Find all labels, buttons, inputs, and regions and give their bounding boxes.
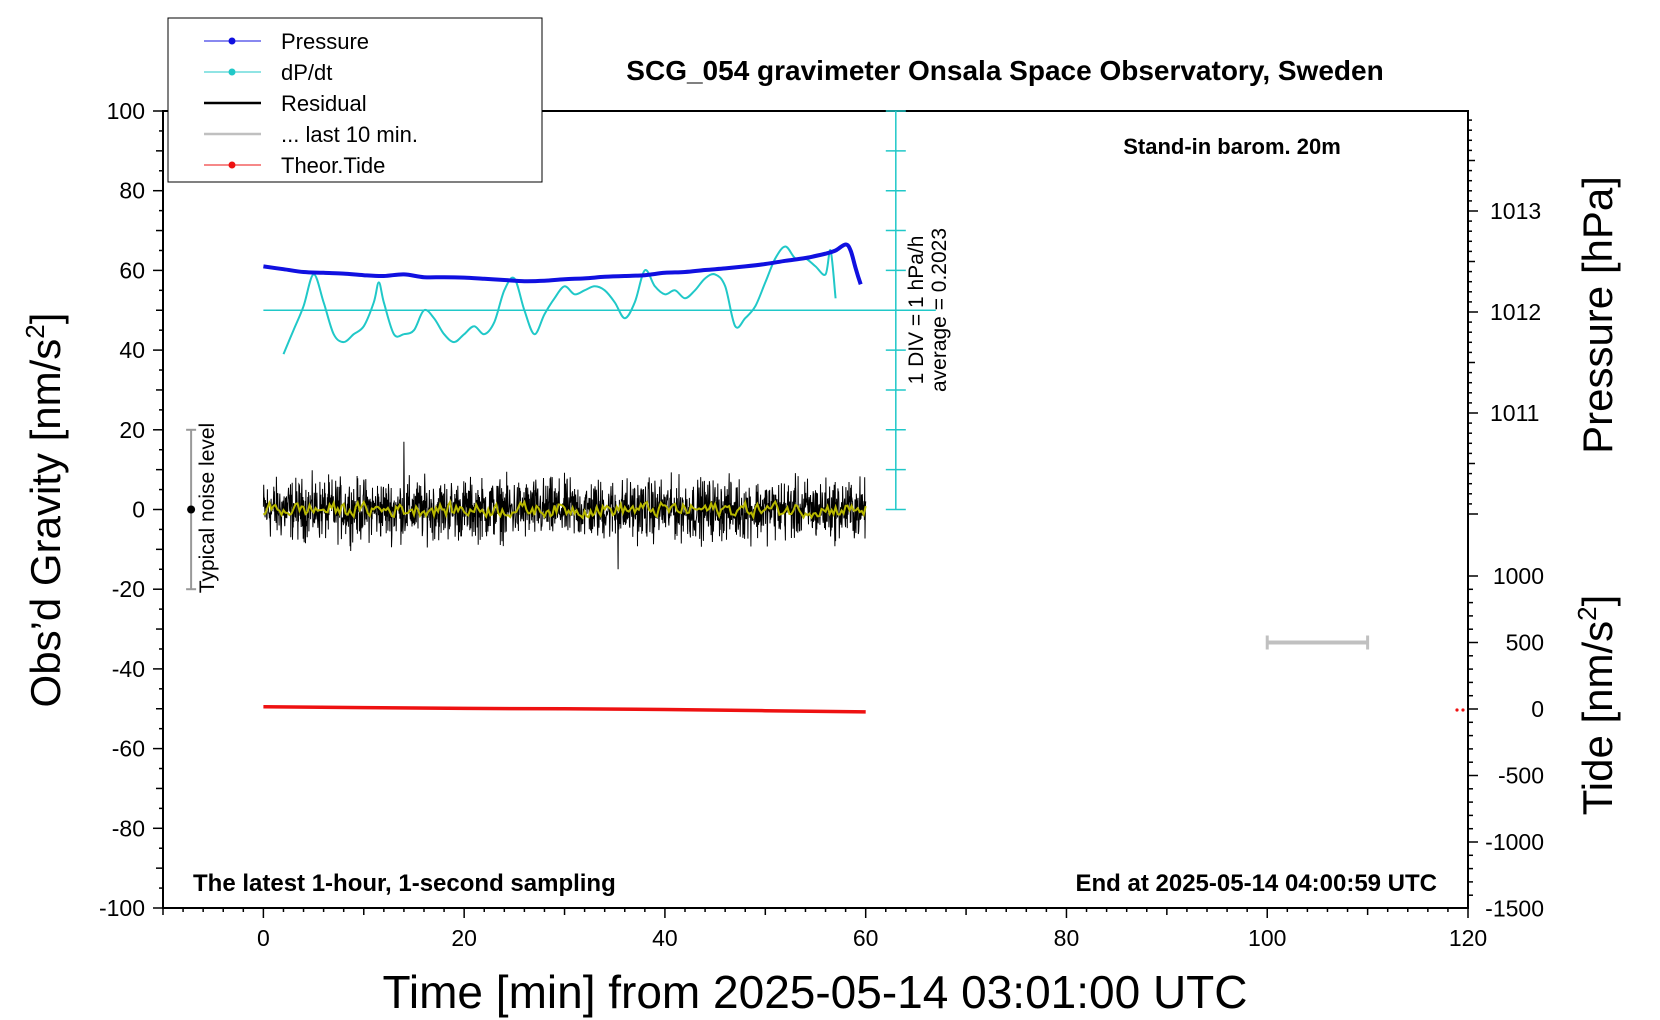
x-tick-label: 120 [1449,925,1487,951]
legend-box [167,17,543,183]
y-left-label-sup: 2 [20,324,50,338]
theor-tide-line [263,705,866,714]
x-tick-label: 100 [1248,925,1286,951]
y-left-tick-label: 0 [132,497,145,523]
x-tick-label: 60 [853,925,879,951]
theor-tide-series [263,705,866,714]
noise-level-bar [186,428,197,591]
noise-bar-center [187,505,196,514]
div-label: 1 DIV = 1 hPa/h [905,236,928,385]
tide-end-marker [1455,708,1465,712]
tide-tick-label: 0 [1531,696,1544,722]
legend-swatch-dot [228,68,236,76]
y-axis-left: 100 80 60 40 20 0 -20 -40 -60 -80 -100 [99,98,163,921]
y-right-label-end: ] [1574,595,1621,607]
tide-dot [1455,708,1459,712]
noise-label: Typical noise level [196,423,219,593]
dpdt-line [282,245,837,355]
y-left-tick-label: 40 [119,337,145,363]
dpdt-series [282,245,837,355]
x-tick-label: 80 [1054,925,1080,951]
x-axis: 0 20 40 60 80 100 120 [162,908,1487,951]
legend-label: dP/dt [281,60,332,85]
x-tick-label: 40 [652,925,678,951]
average-label: average = 0.2023 [928,228,951,392]
y-axis-right: 1013 1012 1011 1000 500 0 -500 -1000 -1500 [1468,119,1544,922]
legend-label: ... last 10 min. [281,122,418,147]
residual-smoothed-line [262,498,867,521]
y-left-tick-label: 100 [107,98,145,124]
y-left-tick-label: 60 [119,257,145,283]
y-left-tick-label: -80 [112,815,145,841]
legend-label: Theor.Tide [281,153,385,178]
pressure-tick-label: 1013 [1490,198,1541,224]
legend-swatch-dot [228,37,236,45]
bottom-left-note: The latest 1-hour, 1-second sampling [193,870,616,897]
y-right-label-main: Tide [nm/s [1574,621,1621,816]
pressure-line [263,242,863,285]
y-right-label-sup: 2 [1572,606,1602,620]
legend-label: Residual [281,91,367,116]
tide-dot [1461,708,1465,712]
y-left-tick-label: -40 [112,656,145,682]
legend: Pressure dP/dt Residual ... last 10 min. The… [167,17,543,183]
tide-tick-label: -1500 [1485,896,1544,922]
pressure-tick-label: 1012 [1490,299,1541,325]
bottom-right-note: End at 2025-05-14 04:00:59 UTC [1076,870,1438,897]
chart-title: SCG_054 gravimeter Onsala Space Observat… [626,55,1383,86]
y-left-tick-label: -60 [112,736,145,762]
y-left-tick-label: 20 [119,417,145,443]
stand-in-label: Stand-in barom. 20m [1123,134,1341,159]
y-left-tick-label: -100 [99,895,145,921]
y-axis-right-bottom-label: Tide [nm/s2] [1572,595,1621,816]
pressure-series [263,242,863,285]
last-10-min-bar [1265,635,1370,650]
x-tick-label: 20 [451,925,477,951]
legend-swatch-dot [228,161,236,169]
x-tick-label: 0 [257,925,270,951]
dpdt-scale-bar [263,110,936,511]
tide-tick-label: -1000 [1485,829,1544,855]
pressure-tick-label: 1011 [1490,400,1539,426]
y-axis-right-top-label: Pressure [hPa] [1574,176,1621,454]
tide-tick-label: -500 [1498,763,1544,789]
tide-tick-label: 1000 [1493,563,1544,589]
legend-label: Pressure [281,29,369,54]
tide-tick-label: 500 [1506,630,1544,656]
y-left-label-main: Obs’d Gravity [nm/s [22,339,69,708]
x-axis-label: Time [min] from 2025-05-14 03:01:00 UTC [383,966,1248,1018]
y-left-label-end: ] [22,313,69,325]
residual-line [262,441,867,570]
y-left-tick-label: 80 [119,178,145,204]
residual-series [262,441,867,570]
y-axis-left-label: Obs’d Gravity [nm/s2] [20,313,69,708]
y-left-tick-label: -20 [112,576,145,602]
